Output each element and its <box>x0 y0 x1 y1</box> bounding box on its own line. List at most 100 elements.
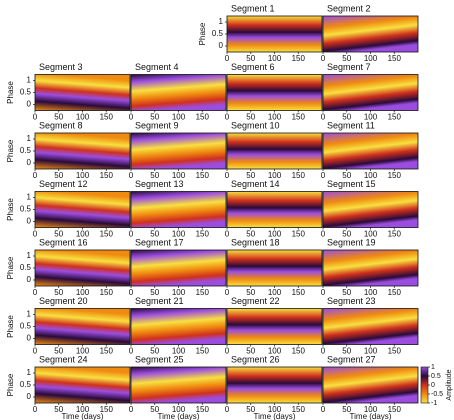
panel-title: Segment 26 <box>231 354 280 364</box>
x-tick-label: 50 <box>54 405 63 414</box>
heatmap-image <box>227 191 322 228</box>
x-tick-label: 50 <box>54 230 63 239</box>
x-tick-label: 150 <box>196 347 210 356</box>
x-tick-label: 50 <box>246 230 255 239</box>
y-tick-label: 0.5 <box>20 322 32 331</box>
colorbar-tick-label: 0.5 <box>431 373 441 380</box>
x-tick-label: 100 <box>172 171 186 180</box>
x-tick-label: 150 <box>292 405 306 414</box>
x-tick-label: 0 <box>129 405 134 414</box>
y-tick-label: 1 <box>27 251 32 260</box>
y-axis-label: Phase <box>6 315 15 338</box>
y-tick-label: 0.5 <box>20 146 32 155</box>
colorbar-tick-label: -0.5 <box>431 391 443 398</box>
panel-title: Segment 20 <box>39 296 88 306</box>
panel-title: Segment 15 <box>327 179 376 189</box>
y-tick-label: 0.5 <box>212 29 224 38</box>
x-tick-label: 100 <box>364 113 378 122</box>
x-tick-label: 50 <box>150 288 159 297</box>
y-axis-label: Phase <box>6 256 15 279</box>
y-tick-label: 1 <box>27 193 32 202</box>
x-tick-label: 50 <box>150 405 159 414</box>
y-axis-label: Phase <box>198 22 207 45</box>
panel-title: Segment 19 <box>327 237 376 247</box>
x-tick-label: 150 <box>100 230 114 239</box>
panel-title: Segment 7 <box>327 62 371 72</box>
heatmap-image <box>35 250 130 286</box>
x-tick-label: 150 <box>196 288 210 297</box>
panel-title: Segment 17 <box>135 237 184 247</box>
x-tick-label: 50 <box>54 288 63 297</box>
x-tick-label: 150 <box>292 171 306 180</box>
x-tick-label: 100 <box>172 347 186 356</box>
x-tick-label: 50 <box>342 288 351 297</box>
x-tick-label: 0 <box>129 113 134 122</box>
panel-title: Segment 22 <box>231 296 280 306</box>
panel-title: Segment 13 <box>135 179 184 189</box>
x-tick-label: 50 <box>150 113 159 122</box>
y-axis-label: Phase <box>6 373 15 396</box>
x-tick-label: 50 <box>342 347 351 356</box>
x-tick-label: 0 <box>321 288 326 297</box>
heatmap-image <box>323 250 418 286</box>
panel-title: Segment 2 <box>327 3 371 13</box>
x-tick-label: 150 <box>100 347 114 356</box>
x-tick-label: 0 <box>33 405 38 414</box>
x-tick-label: 150 <box>100 113 114 122</box>
x-axis-label: Time (days) <box>158 412 200 420</box>
x-tick-label: 150 <box>100 171 114 180</box>
x-tick-label: 100 <box>364 171 378 180</box>
colorbar-tick-label: 1 <box>431 364 435 371</box>
x-tick-label: 100 <box>76 405 90 414</box>
colorbar <box>420 366 429 404</box>
x-tick-label: 50 <box>54 347 63 356</box>
x-tick-label: 50 <box>150 347 159 356</box>
y-tick-label: 0 <box>219 41 224 50</box>
x-tick-label: 150 <box>388 230 402 239</box>
x-tick-label: 0 <box>225 405 230 414</box>
x-tick-label: 0 <box>33 171 38 180</box>
x-tick-label: 0 <box>225 54 230 63</box>
y-tick-label: 1 <box>27 368 32 377</box>
y-tick-label: 0.5 <box>20 205 32 214</box>
x-tick-label: 100 <box>76 288 90 297</box>
x-tick-label: 150 <box>388 113 402 122</box>
x-tick-label: 50 <box>246 54 255 63</box>
x-tick-label: 100 <box>268 171 282 180</box>
x-tick-label: 50 <box>342 113 351 122</box>
y-axis-label: Phase <box>6 81 15 104</box>
y-tick-label: 1 <box>27 76 32 85</box>
x-axis-label: Time (days) <box>350 412 392 420</box>
x-tick-label: 100 <box>268 113 282 122</box>
x-tick-label: 100 <box>268 288 282 297</box>
x-tick-label: 100 <box>364 288 378 297</box>
panel-title: Segment 9 <box>135 120 179 130</box>
y-tick-label: 1 <box>27 310 32 319</box>
x-tick-label: 100 <box>364 405 378 414</box>
heatmap-image <box>227 250 322 286</box>
x-axis-label: Time (days) <box>62 412 104 420</box>
panel-title: Segment 8 <box>39 120 83 130</box>
panel-title: Segment 23 <box>327 296 376 306</box>
x-tick-label: 100 <box>76 171 90 180</box>
x-tick-label: 50 <box>342 54 351 63</box>
x-tick-label: 100 <box>172 405 186 414</box>
x-tick-label: 100 <box>76 347 90 356</box>
heatmap-image <box>131 133 226 169</box>
x-tick-label: 150 <box>196 113 210 122</box>
y-tick-label: 0.5 <box>20 380 32 389</box>
heatmap-image <box>227 74 322 111</box>
y-tick-label: 0.5 <box>20 88 32 97</box>
heatmap-image <box>323 191 418 228</box>
panel-title: Segment 4 <box>135 62 179 72</box>
y-axis-label: Phase <box>6 198 15 221</box>
x-tick-label: 100 <box>364 54 378 63</box>
heatmap-image <box>323 133 418 169</box>
x-tick-label: 150 <box>292 347 306 356</box>
x-tick-label: 100 <box>364 347 378 356</box>
y-axis-label: Phase <box>6 139 15 162</box>
x-tick-label: 0 <box>225 230 230 239</box>
heatmap-image <box>131 250 226 286</box>
x-tick-label: 0 <box>321 54 326 63</box>
panel-title: Segment 18 <box>231 237 280 247</box>
